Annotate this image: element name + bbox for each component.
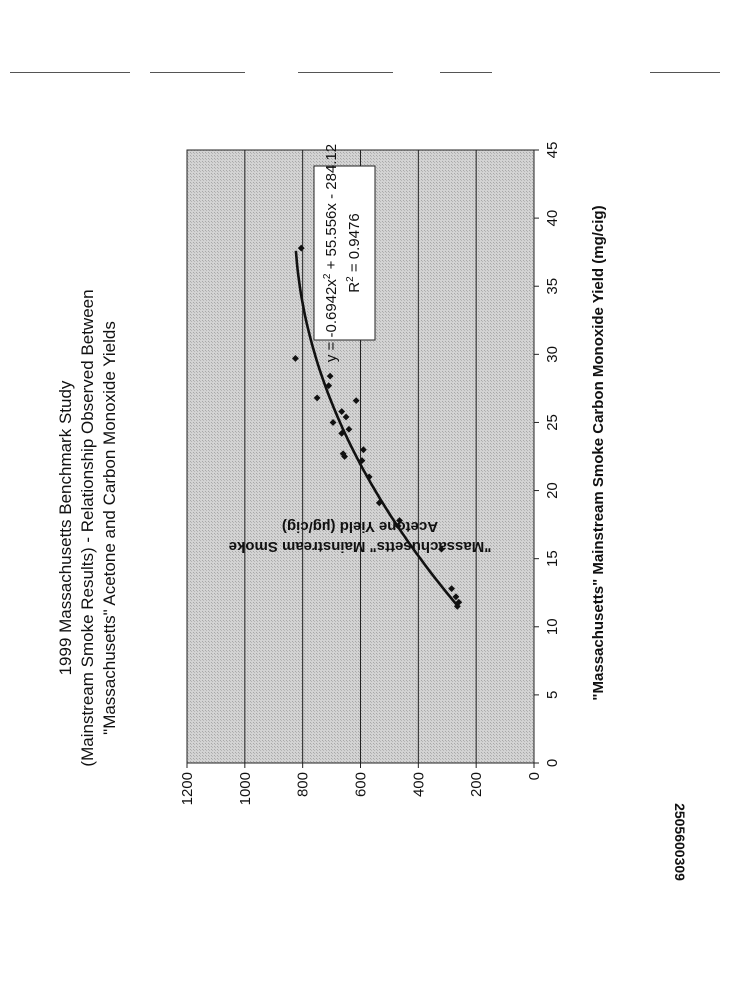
data-point (342, 413, 350, 421)
chart-title-line-3: "Massachusetts" Acetone and Carbon Monox… (100, 321, 119, 735)
r-squared: R2 = 0.9476 (345, 213, 363, 292)
trendline-equation: y = -0.6942x2 + 55.556x - 284.12 (322, 144, 340, 362)
x-tick-label: 40 (544, 210, 561, 227)
data-point (396, 517, 403, 524)
data-point (453, 602, 461, 610)
data-point (329, 419, 337, 426)
data-point (358, 457, 366, 464)
y-tick-label: 400 (410, 772, 427, 797)
data-point (339, 450, 347, 458)
x-tick-label: 30 (544, 346, 561, 363)
y-axis-label-line-1: "Massachusetts" Mainstream Smoke (229, 538, 492, 555)
data-point (375, 499, 383, 507)
x-tick-label: 35 (544, 278, 561, 295)
x-tick-label: 15 (544, 550, 561, 567)
data-point (325, 382, 333, 390)
data-point (345, 425, 353, 433)
scan-rule-2 (150, 72, 245, 73)
x-tick-label: 25 (544, 414, 561, 431)
scan-rule-4 (440, 72, 492, 73)
x-tick-label: 20 (544, 482, 561, 499)
chart-title-line-2: (Mainstream Smoke Results) - Relationshi… (78, 289, 97, 766)
data-point (448, 585, 455, 593)
y-axis-label-line-2: Acetone Yield (µg/cig) (282, 518, 438, 535)
scan-rule-1 (10, 72, 130, 73)
data-point (313, 394, 321, 402)
y-tick-label: 600 (353, 772, 370, 797)
y-tick-label: 1200 (179, 772, 196, 805)
document-number: 2505600309 (672, 803, 688, 881)
data-point (326, 372, 334, 380)
x-tick-label: 5 (544, 691, 561, 699)
y-tick-label: 1000 (237, 772, 254, 805)
data-point (338, 429, 346, 437)
y-tick-label: 200 (468, 772, 485, 797)
x-axis-ticks: 0 5 10 15 20 25 30 35 40 45 (534, 142, 561, 767)
x-tick-label: 10 (544, 618, 561, 635)
data-point (338, 408, 346, 415)
data-point (297, 244, 305, 252)
data-point (365, 473, 373, 481)
data-point (394, 522, 402, 530)
data-point (341, 453, 348, 460)
x-tick-label: 45 (544, 142, 561, 159)
gridlines (244, 150, 477, 763)
trendline (294, 250, 459, 608)
equation-box (313, 165, 376, 341)
y-tick-label: 0 (526, 772, 543, 780)
scan-rule-3 (298, 72, 393, 73)
y-tick-label: 800 (295, 772, 312, 797)
x-tick-label: 0 (544, 759, 561, 767)
chart-title-line-1: 1999 Massachusetts Benchmark Study (56, 380, 75, 675)
data-point (438, 545, 445, 553)
data-point (352, 397, 360, 405)
x-axis-label: "Massachusetts" Mainstream Smoke Carbon … (590, 205, 607, 700)
chart: 1999 Massachusetts Benchmark Study (Main… (56, 142, 607, 806)
scan-rule-5 (650, 72, 720, 73)
y-axis-ticks: 0 200 400 600 800 1000 1200 (179, 763, 543, 805)
